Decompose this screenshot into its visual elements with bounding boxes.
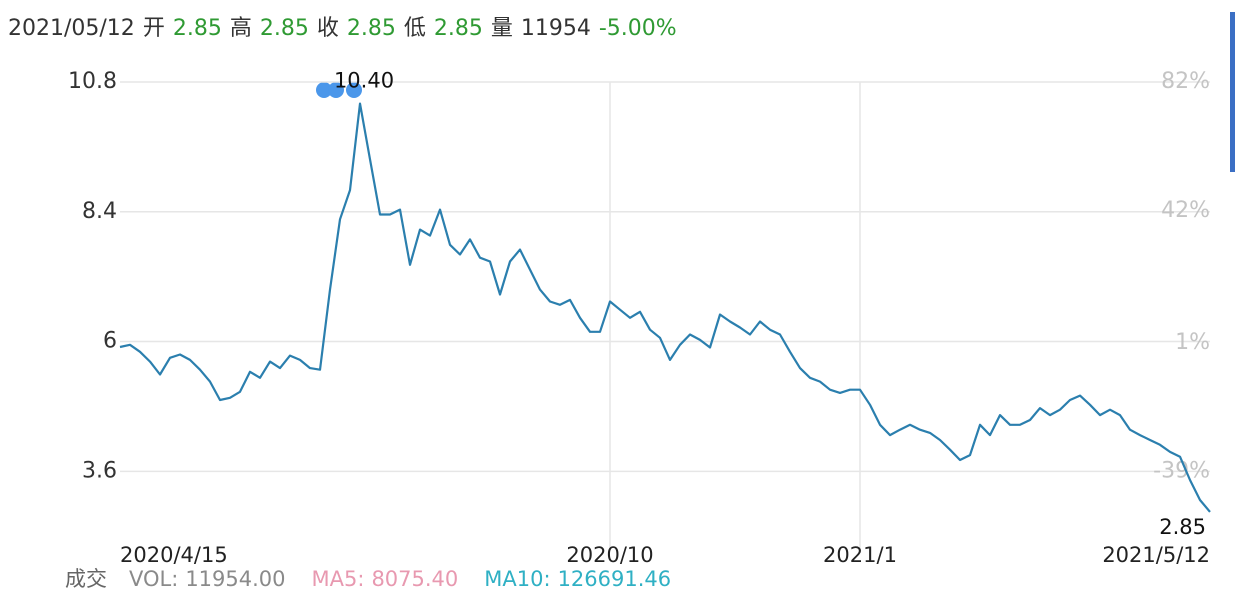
value-label: 2.85 xyxy=(1159,515,1206,539)
y2-tick-label: 82% xyxy=(1161,69,1210,94)
x-tick-label: 2021/5/12 xyxy=(1102,543,1210,567)
volume-value: 11954.00 xyxy=(185,567,285,591)
volume-value: 8075.40 xyxy=(371,567,458,591)
y-tick-label: 8.4 xyxy=(82,199,117,224)
y-tick-label: 6 xyxy=(103,329,117,354)
quote-field-label: 收 xyxy=(317,16,339,41)
quote-field-value: 11954 xyxy=(521,16,591,41)
quote-field-value: 2.85 xyxy=(434,16,483,41)
volume-name: MA5: xyxy=(312,567,365,591)
x-tick-label: 2020/10 xyxy=(566,543,653,567)
volume-bar: 成交 VOL: 11954.00 MA5: 8075.40 MA10: 126691.46 xyxy=(65,567,671,591)
quote-field-value: 2.85 xyxy=(173,16,222,41)
quote-change: -5.00% xyxy=(599,16,677,41)
price-line xyxy=(119,102,1211,513)
x-tick-label: 2020/4/15 xyxy=(120,543,228,567)
quote-field-value: 2.85 xyxy=(260,16,309,41)
volume-name: VOL: xyxy=(129,567,178,591)
quote-field-label: 开 xyxy=(143,16,165,41)
volume-value: 126691.46 xyxy=(558,567,672,591)
y-tick-label: 3.6 xyxy=(82,458,117,483)
quote-field-label: 高 xyxy=(230,16,252,41)
quote-header: 2021/05/12 开 2.85 高 2.85 收 2.85 低 2.85 量 11954 -5.0… xyxy=(8,16,677,41)
scrollbar xyxy=(1230,12,1235,172)
volume-label: 成交 xyxy=(65,567,107,591)
value-label: 10.40 xyxy=(334,69,394,93)
quote-date: 2021/05/12 xyxy=(8,16,135,41)
volume-name: MA10: xyxy=(484,567,550,591)
y2-tick-label: 42% xyxy=(1161,198,1210,223)
x-tick-label: 2021/1 xyxy=(823,543,897,567)
y-tick-label: 10.8 xyxy=(68,69,117,94)
markers xyxy=(316,82,362,98)
quote-field-label: 量 xyxy=(491,16,513,41)
y2-tick-label: 1% xyxy=(1175,330,1210,355)
quote-field-label: 低 xyxy=(404,16,426,41)
quote-field-value: 2.85 xyxy=(347,16,396,41)
